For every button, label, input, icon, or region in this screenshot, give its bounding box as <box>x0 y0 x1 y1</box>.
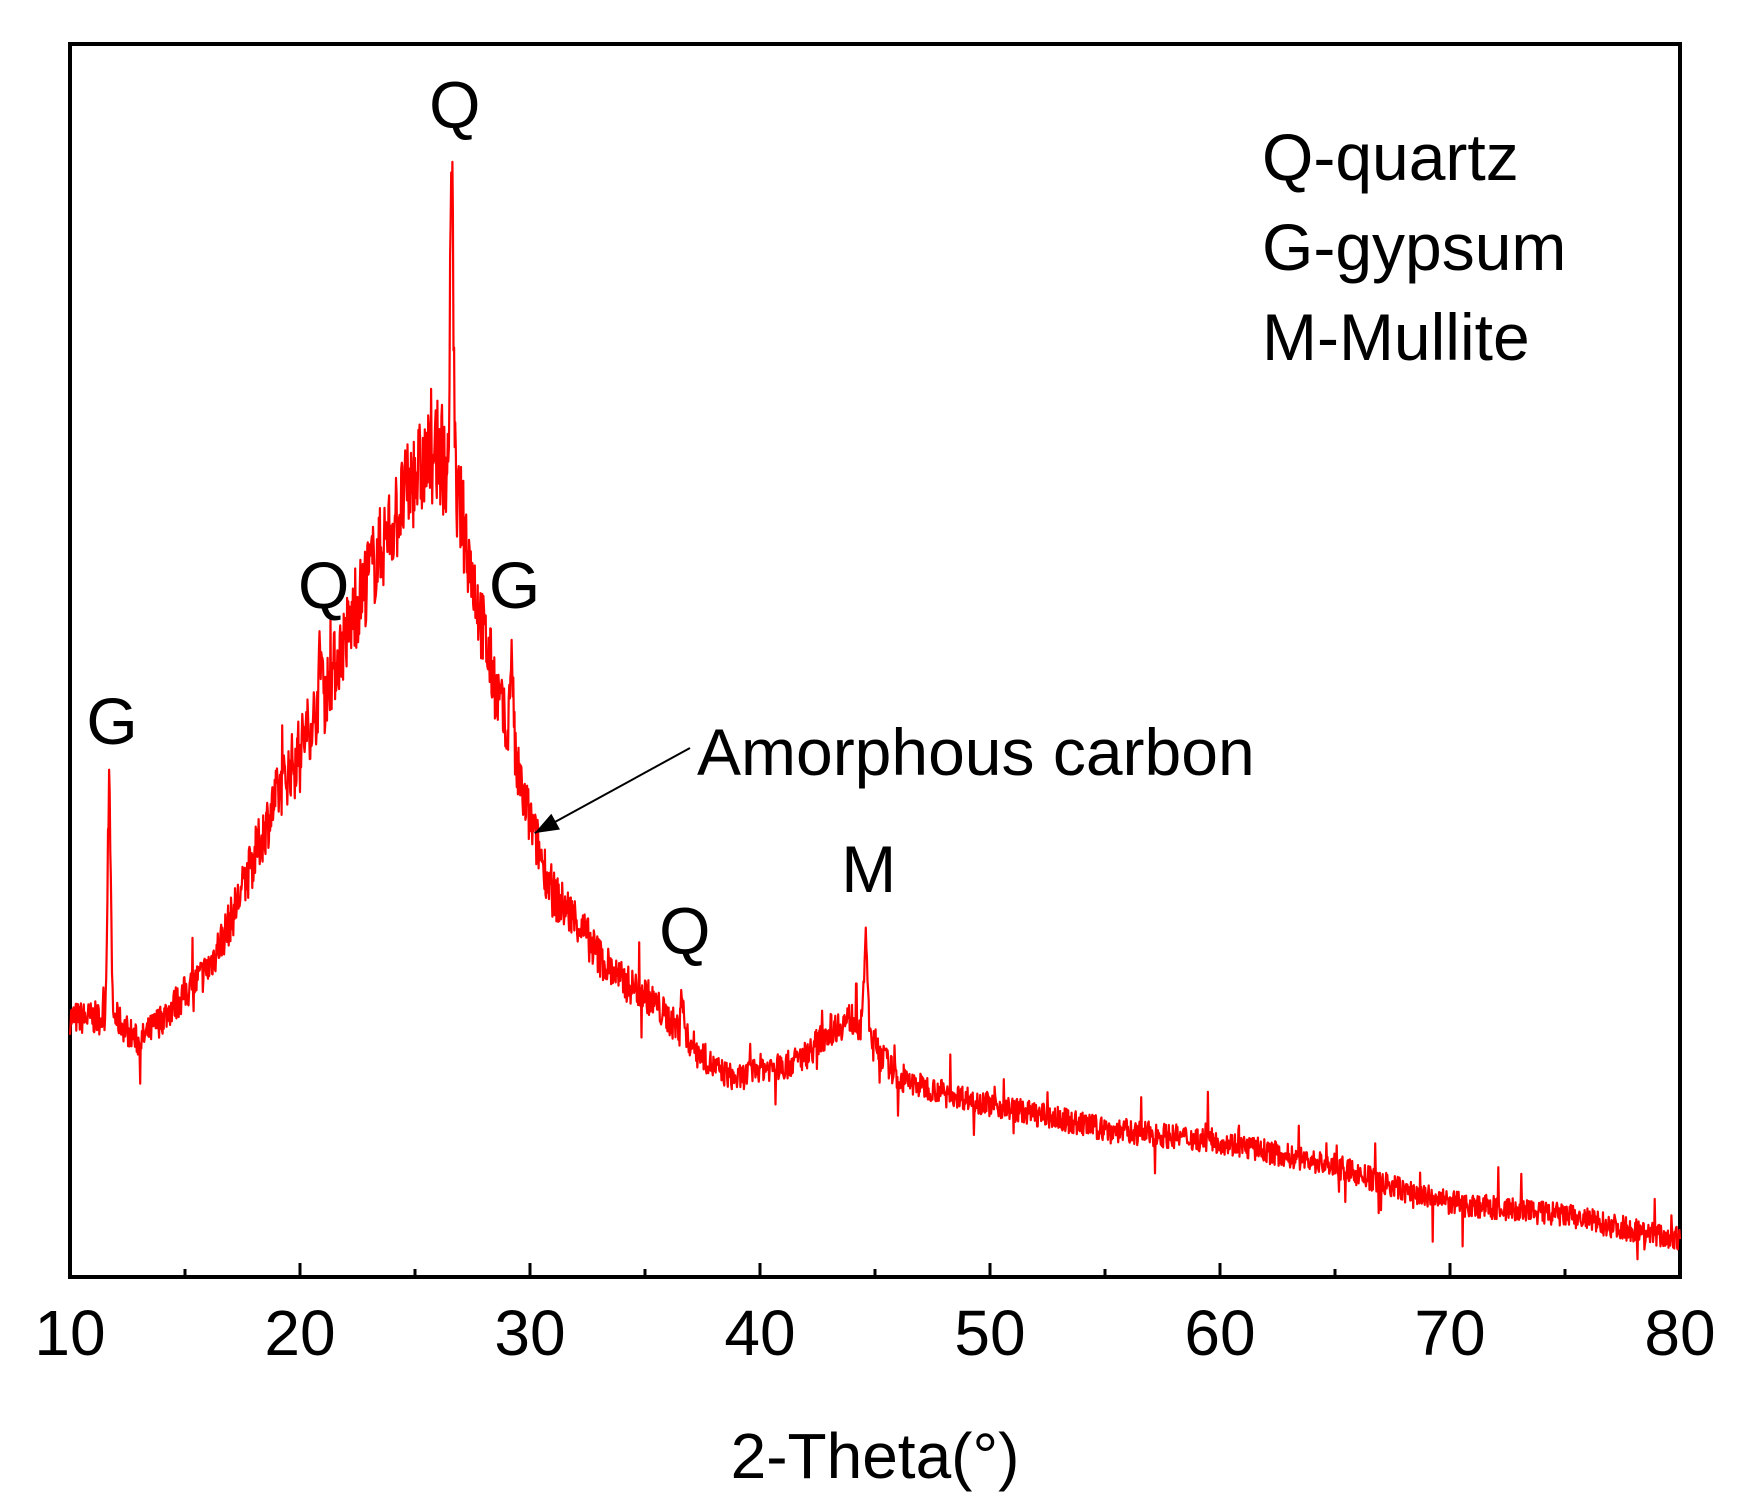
annotation-arrow-line <box>534 747 691 834</box>
x-tick-label: 70 <box>1414 1297 1485 1369</box>
peak-labels: G Q Q G Q M <box>86 67 896 967</box>
legend: Q-quartz G-gypsum M-Mullite <box>1262 120 1566 374</box>
annotation-text: Amorphous carbon <box>697 715 1255 789</box>
x-axis-tick-labels: 10 20 30 40 50 60 70 80 <box>34 1297 1715 1369</box>
legend-entry: Q-quartz <box>1262 120 1519 194</box>
peak-label-m: M <box>841 832 896 906</box>
x-tick-label: 20 <box>264 1297 335 1369</box>
x-tick-label: 10 <box>34 1297 105 1369</box>
legend-entry: G-gypsum <box>1262 210 1566 284</box>
xrd-series-line <box>68 160 1682 1261</box>
x-tick-label: 30 <box>494 1297 565 1369</box>
x-tick-label: 40 <box>724 1297 795 1369</box>
x-axis-title: 2-Theta(°) <box>731 1420 1020 1492</box>
peak-label-q: Q <box>298 548 349 622</box>
x-tick-label: 50 <box>954 1297 1025 1369</box>
annotation-arrow-head <box>534 813 560 834</box>
x-tick-label: 80 <box>1644 1297 1715 1369</box>
peak-label-q: Q <box>659 893 710 967</box>
amorphous-carbon-annotation: Amorphous carbon <box>534 715 1255 834</box>
peak-label-g: G <box>86 684 137 758</box>
x-tick-label: 60 <box>1184 1297 1255 1369</box>
x-axis-ticks <box>68 1263 1682 1277</box>
peak-label-q: Q <box>429 67 480 141</box>
peak-label-g: G <box>489 548 540 622</box>
legend-entry: M-Mullite <box>1262 300 1530 374</box>
